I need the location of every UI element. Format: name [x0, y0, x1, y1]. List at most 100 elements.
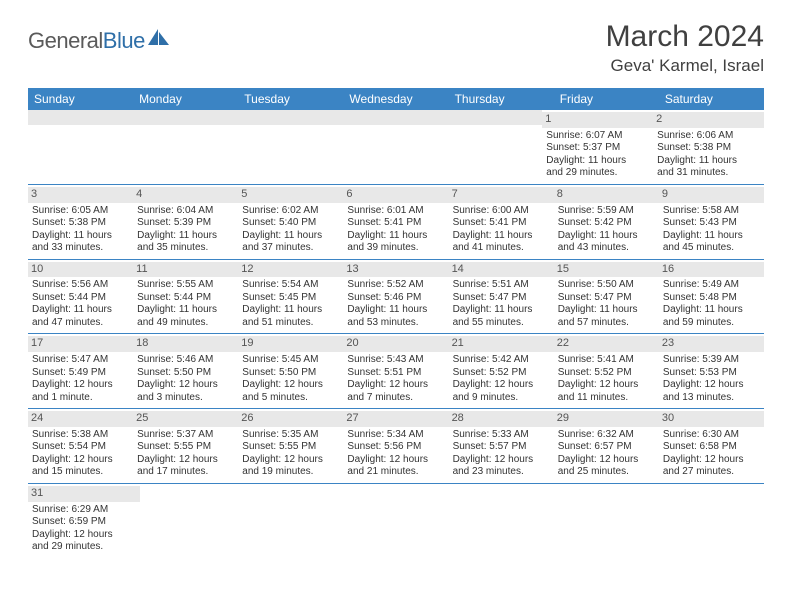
- daylight-text: and 53 minutes.: [347, 317, 444, 330]
- day-number: 9: [659, 187, 764, 203]
- daylight-text: Daylight: 12 hours: [453, 379, 550, 392]
- daylight-text: Daylight: 11 hours: [453, 230, 550, 243]
- day-number: 1: [542, 112, 653, 128]
- location: Geva' Karmel, Israel: [606, 56, 764, 76]
- daylight-text: Daylight: 11 hours: [453, 304, 550, 317]
- day-number: 25: [133, 411, 238, 427]
- sunset-text: Sunset: 5:42 PM: [558, 217, 655, 230]
- sunset-text: Sunset: 5:37 PM: [546, 142, 649, 155]
- daylight-text: Daylight: 12 hours: [32, 454, 129, 467]
- day-number: 7: [449, 187, 554, 203]
- sunrise-text: Sunrise: 6:30 AM: [663, 429, 760, 442]
- day-number: 16: [659, 262, 764, 278]
- weekday-header: Friday: [554, 88, 659, 110]
- day-number: 4: [133, 187, 238, 203]
- empty-day-cell: [660, 484, 764, 558]
- sunrise-text: Sunrise: 5:39 AM: [663, 354, 760, 367]
- daylight-text: and 39 minutes.: [347, 242, 444, 255]
- sunrise-text: Sunrise: 5:37 AM: [137, 429, 234, 442]
- daylight-text: Daylight: 12 hours: [347, 379, 444, 392]
- weekday-header: Saturday: [659, 88, 764, 110]
- daylight-text: Daylight: 11 hours: [657, 155, 760, 168]
- daylight-text: Daylight: 11 hours: [137, 230, 234, 243]
- daylight-text: Daylight: 11 hours: [347, 304, 444, 317]
- sunset-text: Sunset: 5:38 PM: [32, 217, 129, 230]
- daylight-text: and 7 minutes.: [347, 392, 444, 405]
- sunset-text: Sunset: 5:47 PM: [453, 292, 550, 305]
- daylight-text: and 57 minutes.: [558, 317, 655, 330]
- sunrise-text: Sunrise: 5:55 AM: [137, 279, 234, 292]
- daylight-text: Daylight: 11 hours: [32, 304, 129, 317]
- week-row: 17Sunrise: 5:47 AMSunset: 5:49 PMDayligh…: [28, 334, 764, 409]
- day-cell: 27Sunrise: 5:34 AMSunset: 5:56 PMDayligh…: [343, 409, 448, 483]
- daylight-text: and 31 minutes.: [657, 167, 760, 180]
- daylight-text: Daylight: 11 hours: [663, 230, 760, 243]
- sunset-text: Sunset: 5:38 PM: [657, 142, 760, 155]
- daylight-text: and 49 minutes.: [137, 317, 234, 330]
- sail-icon: [148, 29, 170, 47]
- daylight-text: Daylight: 11 hours: [242, 304, 339, 317]
- empty-day-cell: [131, 110, 234, 184]
- daylight-text: and 19 minutes.: [242, 466, 339, 479]
- daylight-text: Daylight: 12 hours: [558, 379, 655, 392]
- sunrise-text: Sunrise: 5:42 AM: [453, 354, 550, 367]
- empty-day-cell: [439, 110, 542, 184]
- day-number: 6: [343, 187, 448, 203]
- sunset-text: Sunset: 6:57 PM: [558, 441, 655, 454]
- week-row: 10Sunrise: 5:56 AMSunset: 5:44 PMDayligh…: [28, 260, 764, 335]
- sunrise-text: Sunrise: 5:45 AM: [242, 354, 339, 367]
- daylight-text: and 5 minutes.: [242, 392, 339, 405]
- day-cell: 12Sunrise: 5:54 AMSunset: 5:45 PMDayligh…: [238, 260, 343, 334]
- daylight-text: and 29 minutes.: [32, 541, 136, 554]
- day-number: 17: [28, 336, 133, 352]
- week-row: 24Sunrise: 5:38 AMSunset: 5:54 PMDayligh…: [28, 409, 764, 484]
- day-number: 24: [28, 411, 133, 427]
- daylight-text: and 33 minutes.: [32, 242, 129, 255]
- empty-day-header: [234, 110, 337, 125]
- logo-text-general: General: [28, 28, 103, 54]
- day-cell: 6Sunrise: 6:01 AMSunset: 5:41 PMDaylight…: [343, 185, 448, 259]
- day-number: 23: [659, 336, 764, 352]
- weeks-container: 1 Sunrise: 6:07 AMSunset: 5:37 PM Daylight…: [28, 110, 764, 558]
- sunset-text: Sunset: 5:55 PM: [137, 441, 234, 454]
- day-number: 28: [449, 411, 554, 427]
- daylight-text: and 59 minutes.: [663, 317, 760, 330]
- sunrise-text: Sunrise: 5:56 AM: [32, 279, 129, 292]
- sunset-text: Sunset: 6:58 PM: [663, 441, 760, 454]
- daylight-text: Daylight: 12 hours: [32, 379, 129, 392]
- sunset-text: Sunset: 5:50 PM: [242, 367, 339, 380]
- day-cell: 18Sunrise: 5:46 AMSunset: 5:50 PMDayligh…: [133, 334, 238, 408]
- sunrise-text: Sunrise: 5:54 AM: [242, 279, 339, 292]
- day-cell: 26Sunrise: 5:35 AMSunset: 5:55 PMDayligh…: [238, 409, 343, 483]
- title-block: March 2024 Geva' Karmel, Israel: [606, 20, 764, 76]
- sunrise-text: Sunrise: 5:46 AM: [137, 354, 234, 367]
- sunset-text: Sunset: 5:51 PM: [347, 367, 444, 380]
- day-cell: 22Sunrise: 5:41 AMSunset: 5:52 PMDayligh…: [554, 334, 659, 408]
- day-number: 27: [343, 411, 448, 427]
- day-number: 13: [343, 262, 448, 278]
- daylight-text: Daylight: 12 hours: [453, 454, 550, 467]
- sunset-text: Sunset: 5:52 PM: [453, 367, 550, 380]
- daylight-text: Daylight: 12 hours: [137, 454, 234, 467]
- sunrise-text: Sunrise: 6:29 AM: [32, 504, 136, 517]
- calendar: SundayMondayTuesdayWednesdayThursdayFrid…: [28, 88, 764, 558]
- sunrise-text: Sunrise: 6:07 AM: [546, 130, 649, 143]
- day-cell: 3Sunrise: 6:05 AMSunset: 5:38 PMDaylight…: [28, 185, 133, 259]
- day-number: 19: [238, 336, 343, 352]
- empty-day-cell: [452, 484, 556, 558]
- calendar-page: GeneralBlue March 2024 Geva' Karmel, Isr…: [0, 0, 792, 578]
- day-cell: 14Sunrise: 5:51 AMSunset: 5:47 PMDayligh…: [449, 260, 554, 334]
- daylight-text: Daylight: 12 hours: [32, 529, 136, 542]
- day-cell: 30Sunrise: 6:30 AMSunset: 6:58 PMDayligh…: [659, 409, 764, 483]
- day-cell: 10Sunrise: 5:56 AMSunset: 5:44 PMDayligh…: [28, 260, 133, 334]
- sunset-text: Sunset: 5:54 PM: [32, 441, 129, 454]
- sunset-text: Sunset: 5:56 PM: [347, 441, 444, 454]
- empty-day-cell: [28, 110, 131, 184]
- sunrise-text: Sunrise: 6:02 AM: [242, 205, 339, 218]
- sunset-text: Sunset: 5:44 PM: [137, 292, 234, 305]
- day-number: 12: [238, 262, 343, 278]
- daylight-text: Daylight: 11 hours: [663, 304, 760, 317]
- day-cell: 7Sunrise: 6:00 AMSunset: 5:41 PMDaylight…: [449, 185, 554, 259]
- sunrise-text: Sunrise: 6:01 AM: [347, 205, 444, 218]
- daylight-text: and 15 minutes.: [32, 466, 129, 479]
